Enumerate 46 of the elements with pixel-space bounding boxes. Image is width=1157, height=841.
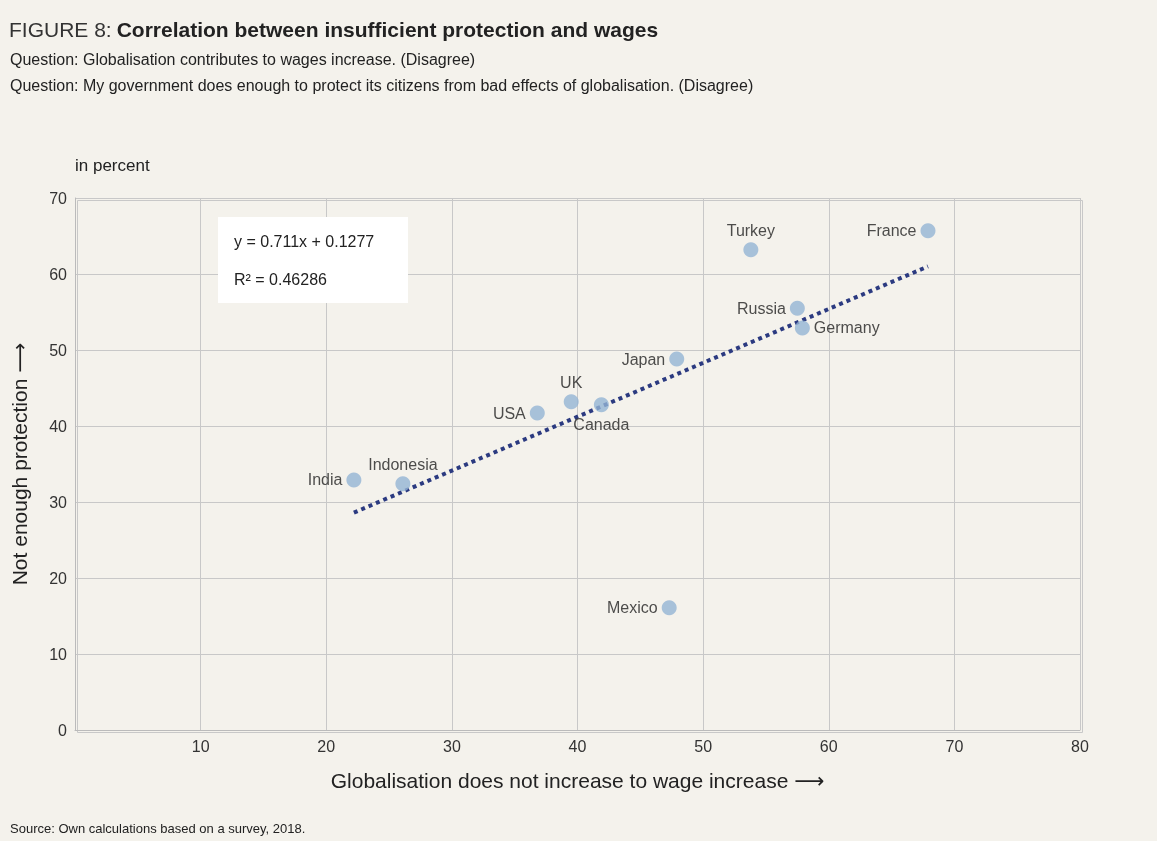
y-tick-label: 40 <box>49 417 68 435</box>
y-tick-label: 50 <box>49 341 68 359</box>
series-label: Mexico <box>607 599 658 617</box>
series-label: France <box>866 222 917 240</box>
y-axis-title: Not enough protection ⟶ <box>8 342 31 586</box>
x-tick-label: 80 <box>1071 737 1089 755</box>
x-tick-label: 50 <box>694 737 713 755</box>
point <box>346 472 362 488</box>
point <box>593 397 609 413</box>
series-label: Japan <box>621 350 666 368</box>
series-label: Indonesia <box>368 455 438 473</box>
y-tick-label: 20 <box>49 569 68 587</box>
chart-subtitle: Question: Globalisation contributes to wages increase. (Disagree) Question: My government does enough to protect its citizens from bad effects of globalisation. (Disagree) <box>10 50 754 94</box>
chart-title: FIGURE 8: Correlation between insufficient protection and wages <box>9 18 659 41</box>
point <box>669 351 685 367</box>
y-tick-label: 60 <box>49 265 68 283</box>
series-label: India <box>307 471 343 489</box>
y-tick-label: 0 <box>58 721 68 739</box>
y-tick-label: 70 <box>49 189 68 207</box>
series-label: Russia <box>736 299 786 317</box>
point <box>743 242 759 258</box>
annotation: y = 0.711x + 0.1277 <box>234 232 375 250</box>
series-label: UK <box>560 373 583 391</box>
source-note: Source: Own calculations based on a survey, 2018. <box>10 821 306 836</box>
x-tick-label: 60 <box>819 737 838 755</box>
point <box>395 476 411 492</box>
point <box>794 320 810 336</box>
x-tick-label: 70 <box>945 737 964 755</box>
x-tick-label: 30 <box>442 737 461 755</box>
series-label: USA <box>492 404 527 422</box>
point <box>529 405 545 421</box>
text: in percent <box>75 156 150 175</box>
y-tick-label: 10 <box>49 645 68 663</box>
series-label: Germany <box>813 319 880 337</box>
series-label: Turkey <box>726 221 776 239</box>
x-axis-title: Globalisation does not increase to wage increase ⟶ <box>330 769 825 792</box>
x-tick-label: 10 <box>191 737 210 755</box>
x-tick-label: 40 <box>568 737 587 755</box>
annotation: R² = 0.46286 <box>234 270 328 288</box>
point <box>920 223 936 239</box>
point <box>563 394 579 410</box>
y-tick-label: 30 <box>49 493 68 511</box>
series-label: Canada <box>573 415 630 433</box>
point <box>789 300 805 316</box>
point <box>661 600 677 616</box>
x-tick-label: 20 <box>317 737 336 755</box>
